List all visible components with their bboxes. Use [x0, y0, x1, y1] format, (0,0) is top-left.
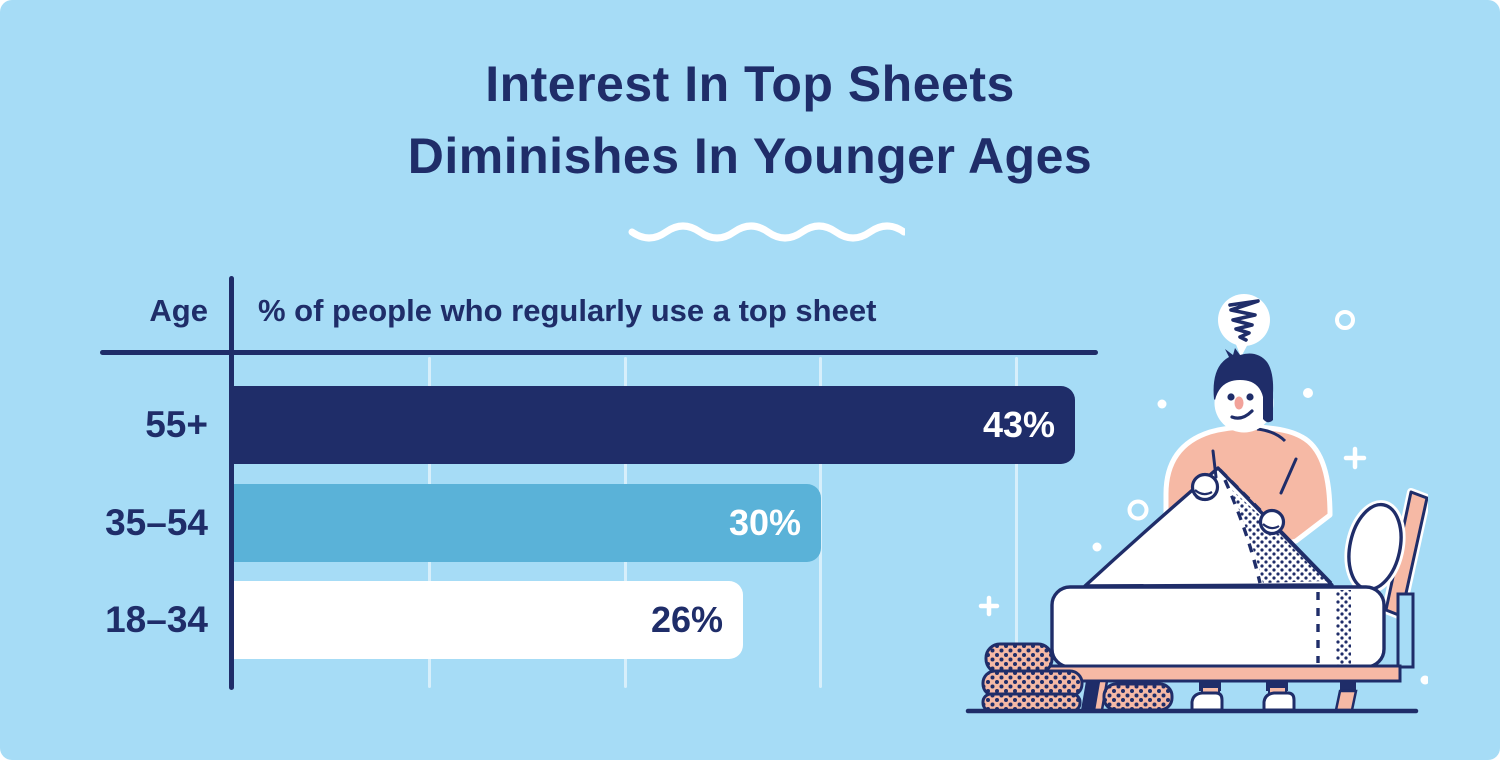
ring-sparkle-icon — [1127, 499, 1149, 521]
bar-18-34: 26% — [234, 581, 743, 659]
plus-sparkle-icon — [978, 595, 1000, 617]
bar-row: 35–54 30% — [0, 484, 1110, 562]
bar-value-label: 30% — [728, 502, 801, 543]
man-foot — [1190, 678, 1224, 712]
bar-row: 55+ 43% — [0, 386, 1110, 464]
blanket-rolls — [981, 642, 1174, 713]
value-column-header: % of people who regularly use a top shee… — [258, 293, 877, 328]
category-label: 35–54 — [105, 502, 208, 543]
man-face — [1214, 373, 1274, 433]
dot-sparkle-icon — [1157, 399, 1167, 409]
age-column-header: Age — [149, 293, 208, 328]
page-title: Interest In Top Sheets Diminishes In You… — [0, 48, 1500, 192]
sheet-halftone-patch — [1230, 488, 1326, 583]
blanket-roll — [981, 692, 1082, 713]
bed-leg — [1081, 679, 1109, 712]
bed-leg — [1334, 681, 1358, 712]
bar-35-54: 30% — [234, 484, 821, 562]
mattress — [1050, 585, 1386, 669]
dot-sparkle-icon — [1420, 675, 1428, 685]
man-nose — [1234, 396, 1244, 410]
plus-sparkle-icon — [1343, 446, 1367, 470]
sheet-halftone-band — [1336, 590, 1351, 665]
man-hand — [1258, 508, 1286, 536]
headboard — [1344, 488, 1428, 669]
dot-sparkle-icon — [1303, 388, 1313, 398]
wave-divider — [628, 222, 905, 242]
blanket-roll — [984, 642, 1054, 675]
bed-frame-post — [1396, 592, 1415, 669]
header-rule-line — [100, 350, 1098, 355]
top-sheet — [1083, 449, 1334, 588]
ring-sparkle-icon — [1335, 310, 1355, 330]
blanket-roll — [1102, 682, 1174, 712]
man-foot — [1262, 678, 1296, 712]
bar-value-label: 26% — [650, 599, 723, 640]
thought-bubble — [1218, 294, 1270, 357]
category-label: 18–34 — [105, 599, 208, 640]
man-hair — [1213, 348, 1274, 423]
sparkles — [978, 310, 1428, 685]
man-feet — [1190, 678, 1296, 712]
shirt-collar — [1256, 427, 1287, 443]
bar-row: 18–34 26% — [0, 581, 1110, 659]
frustration-scribble-icon — [1228, 299, 1260, 342]
man-eye — [1246, 393, 1254, 401]
man-frown — [1230, 409, 1254, 420]
sheet-fold-dashes — [1223, 479, 1262, 584]
bed-platform — [1034, 664, 1402, 683]
category-label: 55+ — [145, 404, 208, 445]
blanket-roll — [981, 669, 1084, 698]
gridline — [1014, 357, 1018, 688]
sheet-corner-tip — [1279, 457, 1298, 495]
bedroom-illustration — [965, 294, 1428, 714]
man-eye — [1227, 393, 1235, 401]
dot-sparkle-icon — [1092, 542, 1102, 552]
title-line-1: Interest In Top Sheets — [485, 56, 1015, 112]
bar-55plus: 43% — [234, 386, 1075, 464]
sheet-corner-tip — [1211, 449, 1218, 479]
man-hand — [1190, 472, 1220, 502]
title-line-2: Diminishes In Younger Ages — [407, 128, 1093, 184]
bar-value-label: 43% — [982, 404, 1055, 445]
y-axis-line — [229, 276, 234, 690]
